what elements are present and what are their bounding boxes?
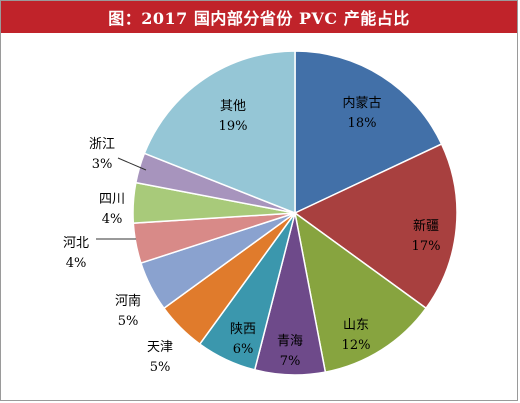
slice-name-label-6: 河南: [115, 293, 141, 309]
slice-value-label-2: 12%: [342, 338, 371, 353]
pie-slice-1: [293, 143, 458, 310]
slice-name-label-3: 青海: [277, 334, 303, 349]
chart-title: 图：2017 国内部分省份 PVC 产能占比: [1, 1, 517, 33]
pie-slice-2: [293, 211, 428, 374]
slice-name-label-7: 河北: [63, 236, 89, 251]
pie-slice-0: [294, 50, 443, 215]
slice-name-label-8: 四川: [99, 192, 125, 207]
slice-value-label-1: 17%: [412, 239, 441, 254]
slice-value-label-0: 18%: [348, 116, 377, 131]
slice-name-label-4: 陕西: [230, 322, 256, 337]
slice-name-label-9: 浙江: [89, 137, 115, 152]
slice-value-label-4: 6%: [233, 342, 254, 357]
leader-line-9: [117, 157, 147, 171]
slice-name-label-2: 山东: [343, 318, 369, 333]
slice-name-label-10: 其他: [220, 99, 246, 114]
slice-value-label-10: 19%: [219, 119, 248, 134]
slice-value-label-5: 5%: [150, 360, 171, 375]
slice-value-label-3: 7%: [280, 354, 301, 369]
pie-slice-10: [143, 50, 296, 215]
slice-name-label-0: 内蒙古: [342, 95, 381, 111]
slice-value-label-8: 4%: [102, 212, 123, 227]
slice-value-label-6: 5%: [118, 314, 139, 329]
slice-value-label-9: 3%: [92, 157, 113, 172]
slice-value-label-7: 4%: [66, 256, 87, 271]
slice-name-label-1: 新疆: [413, 218, 439, 234]
slice-name-label-5: 天津: [147, 340, 173, 355]
